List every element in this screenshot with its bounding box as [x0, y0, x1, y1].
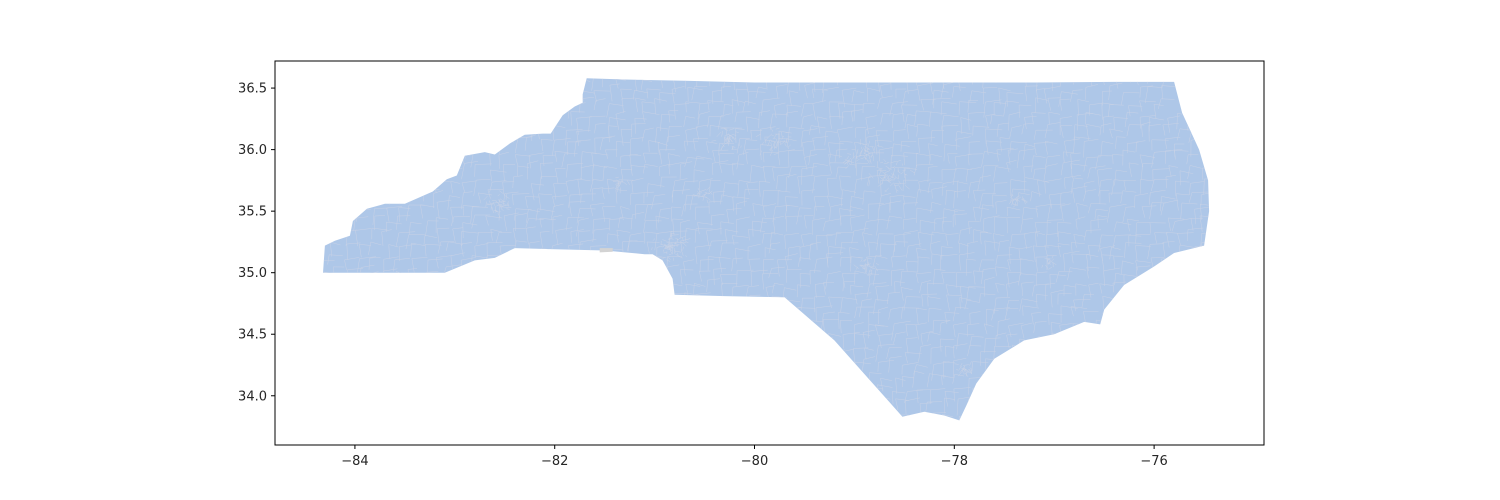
y-tick-label: 34.5	[238, 328, 267, 343]
x-tick-label: −82	[541, 454, 568, 469]
x-tick-label: −84	[341, 454, 368, 469]
y-axis: 34.0 34.5 35.0 35.5 36.0 36.5	[238, 82, 275, 404]
y-tick-label: 34.0	[238, 389, 267, 404]
axes-frame	[274, 60, 1265, 446]
y-tick-label: 36.0	[238, 143, 267, 158]
y-tick-label: 36.5	[238, 82, 267, 97]
state-region	[323, 78, 1210, 421]
x-tick-label: −78	[941, 454, 968, 469]
y-tick-label: 35.5	[238, 205, 267, 220]
x-tick-label: −76	[1140, 454, 1167, 469]
missing-data-patch	[599, 248, 613, 253]
x-tick-label: −80	[741, 454, 768, 469]
y-tick-label: 35.0	[238, 266, 267, 281]
x-axis: −84 −82 −80 −78 −76	[341, 445, 1168, 469]
